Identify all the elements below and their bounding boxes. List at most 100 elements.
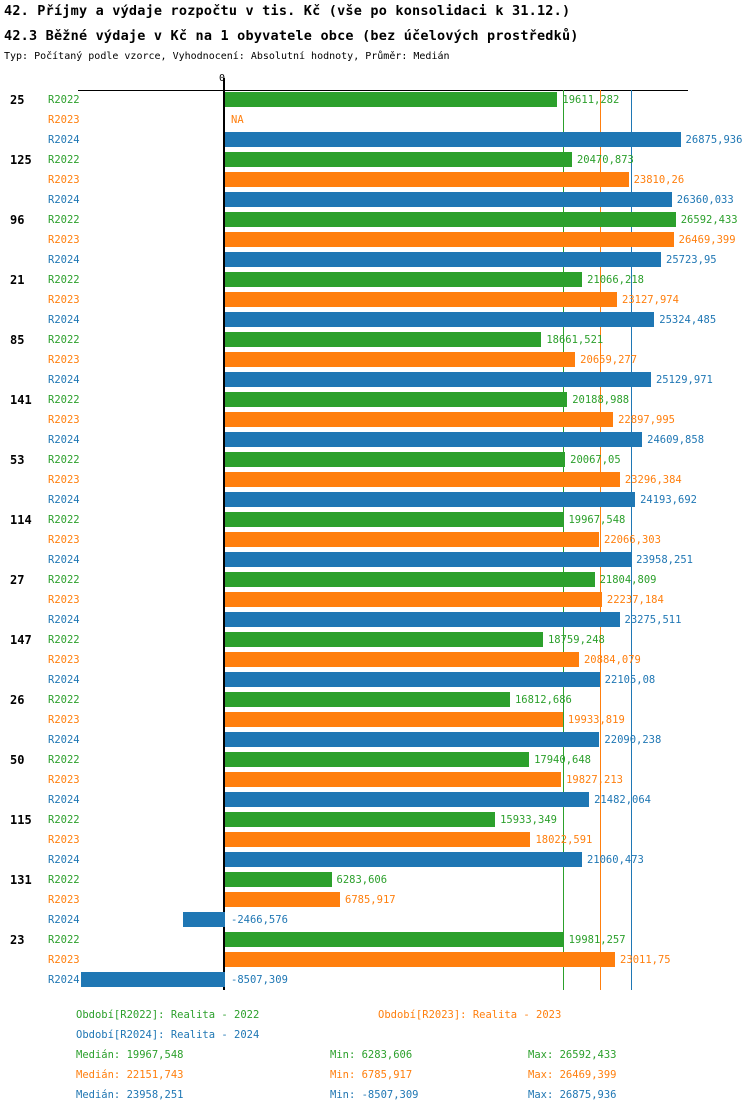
bar-r2023-23 [225, 952, 616, 967]
value-label: 20188,988 [572, 394, 630, 406]
series-label-r2024: R2024 [48, 314, 80, 326]
category-label: 131 [10, 873, 32, 887]
bar-r2022-26 [225, 692, 510, 707]
series-label-r2022: R2022 [48, 694, 80, 706]
value-label: 18661,521 [546, 334, 604, 346]
category-label: 96 [10, 213, 25, 227]
value-label: 20659,277 [580, 354, 638, 366]
value-label: 25129,971 [655, 374, 713, 386]
report-title: 42. Příjmy a výdaje rozpočtu v tis. Kč (… [4, 3, 571, 19]
bar-r2024-141 [225, 432, 643, 447]
stat-max-r2024: Max: 26875,936 [528, 1089, 617, 1101]
bar-r2024-26 [225, 732, 600, 747]
bar-r2024-131 [183, 912, 225, 927]
series-label-r2022: R2022 [48, 274, 80, 286]
series-label-r2023: R2023 [48, 714, 80, 726]
bar-r2024-23 [80, 972, 225, 987]
bar-r2022-147 [225, 632, 543, 647]
value-label: NA [231, 114, 244, 126]
series-label-r2023: R2023 [48, 234, 80, 246]
stat-min-r2022: Min: 6283,606 [330, 1049, 413, 1061]
bar-r2022-141 [225, 392, 568, 407]
bar-group-114: 114 R2022 19967,548 R2023 22066,303 R2024 2395… [0, 510, 750, 570]
bar-r2024-27 [225, 612, 620, 627]
bar-r2023-115 [225, 832, 531, 847]
bar-r2022-53 [225, 452, 566, 467]
x-axis-line [78, 90, 688, 91]
bar-r2023-50 [225, 772, 562, 787]
value-label: 22897,995 [618, 414, 676, 426]
bar-r2022-27 [225, 572, 595, 587]
stat-median-r2022: Medián: 19967,548 [76, 1049, 184, 1061]
stat-max-r2023: Max: 26469,399 [528, 1069, 617, 1081]
value-label: 17940,648 [534, 754, 591, 766]
value-label: 26360,033 [676, 194, 734, 206]
value-label: 23127,974 [622, 294, 679, 306]
bar-group-26: 26 R2022 16812,686 R2023 19933,819 R2024 22090… [0, 690, 750, 750]
category-label: 23 [10, 933, 25, 947]
value-label: 23275,511 [624, 614, 682, 626]
series-label-r2024: R2024 [48, 134, 80, 146]
value-label: 20884,079 [583, 654, 641, 666]
value-label: -2466,576 [231, 914, 288, 926]
bar-r2023-147 [225, 652, 579, 667]
series-label-r2023: R2023 [48, 534, 80, 546]
category-label: 85 [10, 333, 25, 347]
series-label-r2022: R2022 [48, 934, 80, 946]
category-label: 114 [10, 513, 32, 527]
value-label: 19933,819 [567, 714, 625, 726]
series-label-r2022: R2022 [48, 94, 80, 106]
bar-r2023-21 [225, 292, 618, 307]
bar-group-23: 23 R2022 19981,257 R2023 23011,75 R2024 -8507,… [0, 930, 750, 990]
category-label: 115 [10, 813, 32, 827]
bar-r2022-131 [225, 872, 332, 887]
series-label-r2022: R2022 [48, 754, 80, 766]
bar-r2023-96 [225, 232, 674, 247]
series-label-r2023: R2023 [48, 294, 80, 306]
value-label: 19981,257 [568, 934, 626, 946]
bar-r2022-21 [225, 272, 583, 287]
value-label: 24193,692 [640, 494, 697, 506]
stat-min-r2023: Min: 6785,917 [330, 1069, 413, 1081]
series-label-r2024: R2024 [48, 674, 80, 686]
value-label: 18022,591 [535, 834, 593, 846]
bar-r2022-115 [225, 812, 496, 827]
bar-group-141: 141 R2022 20188,988 R2023 22897,995 R2024 2460… [0, 390, 750, 450]
series-label-r2024: R2024 [48, 734, 80, 746]
bar-r2022-85 [225, 332, 542, 347]
series-label-r2024: R2024 [48, 554, 80, 566]
value-label: 19967,548 [568, 514, 626, 526]
value-label: 25723,95 [666, 254, 717, 266]
series-label-r2024: R2024 [48, 854, 80, 866]
series-label-r2023: R2023 [48, 174, 80, 186]
value-label: 23958,251 [636, 554, 693, 566]
bar-group-115: 115 R2022 15933,349 R2023 18022,591 R2024 2106… [0, 810, 750, 870]
bar-r2023-114 [225, 532, 600, 547]
bar-r2024-115 [225, 852, 582, 867]
series-label-r2023: R2023 [48, 954, 80, 966]
stat-min-r2024: Min: -8507,309 [330, 1089, 419, 1101]
bar-r2024-125 [225, 192, 672, 207]
value-label: 18759,248 [547, 634, 605, 646]
value-label: 22090,238 [604, 734, 662, 746]
series-label-r2023: R2023 [48, 894, 80, 906]
legend-r2022: Období[R2022]: Realita - 2022 [76, 1009, 260, 1021]
bar-group-25: 25 R2022 19611,282 R2023 NA R2024 26875,936 [0, 90, 750, 150]
series-label-r2023: R2023 [48, 114, 80, 126]
bar-r2024-21 [225, 312, 655, 327]
value-label: 26592,433 [680, 214, 738, 226]
category-label: 25 [10, 93, 25, 107]
series-label-r2023: R2023 [48, 594, 80, 606]
series-label-r2022: R2022 [48, 634, 80, 646]
series-label-r2024: R2024 [48, 794, 80, 806]
series-label-r2024: R2024 [48, 254, 80, 266]
series-label-r2024: R2024 [48, 194, 80, 206]
bar-r2023-27 [225, 592, 602, 607]
series-label-r2023: R2023 [48, 474, 80, 486]
value-label: -8507,309 [231, 974, 288, 986]
series-label-r2023: R2023 [48, 774, 80, 786]
bar-r2022-50 [225, 752, 530, 767]
series-label-r2022: R2022 [48, 214, 80, 226]
bar-r2022-125 [225, 152, 572, 167]
series-label-r2024: R2024 [48, 434, 80, 446]
